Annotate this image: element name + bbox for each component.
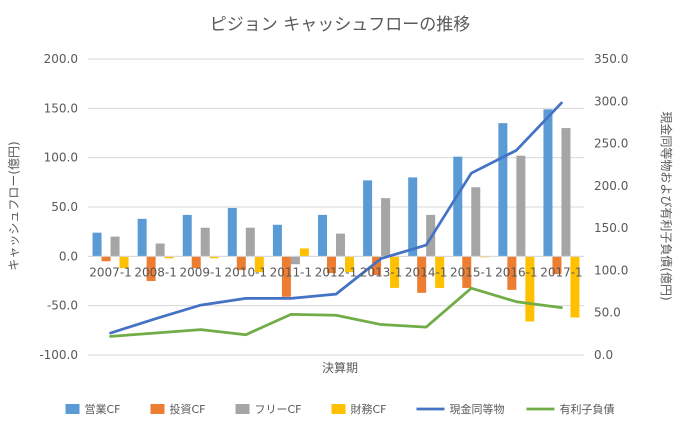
bar-投資CF-2009-1 xyxy=(191,256,201,269)
legend-item-有利子負債: 有利子負債 xyxy=(526,402,615,416)
y-tick-label: 200.0 xyxy=(44,52,78,66)
x-tick-label: 2009-1 xyxy=(179,265,222,279)
y2-tick-label: 100.0 xyxy=(594,263,628,277)
bar-営業CF-2009-1 xyxy=(182,214,192,257)
y-tick-label: 100.0 xyxy=(44,151,78,165)
bar-投資CF-2016-1 xyxy=(507,256,517,290)
legend-label: 有利子負債 xyxy=(560,402,615,416)
bar-営業CF-2014-1 xyxy=(408,177,418,257)
y2-tick-label: 200.0 xyxy=(594,179,628,193)
bar-営業CF-2017-1 xyxy=(543,109,553,257)
legend-swatch xyxy=(150,404,165,414)
bar-投資CF-2008-1 xyxy=(146,256,156,281)
bar-フリーCF-2017-1 xyxy=(561,128,571,257)
legend-swatch xyxy=(65,404,80,414)
bar-財務CF-2012-1 xyxy=(345,256,354,273)
y-tick-label: 0.0 xyxy=(59,249,78,263)
bar-フリーCF-2007-1 xyxy=(110,236,120,257)
x-axis-ticks: 2007-1 2008-1 2009-1 2010-1 2011-1 2012-1 2013… xyxy=(89,265,582,279)
x-axis-title: 決算期 xyxy=(322,360,358,375)
legend-item-現金同等物: 現金同等物 xyxy=(416,402,505,416)
x-tick-label: 2014-1 xyxy=(405,265,448,279)
y2-tick-label: 150.0 xyxy=(594,221,628,235)
x-tick-label: 2012-1 xyxy=(315,265,358,279)
bar-財務CF-2008-1 xyxy=(164,256,174,259)
lines xyxy=(109,101,563,338)
bar-財務CF-2011-1 xyxy=(299,248,309,257)
legend: 営業CF 投資CF フリーCF 財務CF 現金同等物 有利子負債 xyxy=(65,402,615,416)
y-tick-label: -100.0 xyxy=(39,348,78,362)
bar-投資CF-2015-1 xyxy=(462,256,472,288)
x-tick-label: 2007-1 xyxy=(89,265,132,279)
bar-投資CF-2007-1 xyxy=(101,256,111,262)
bar-フリーCF-2013-1 xyxy=(381,198,391,257)
gridlines xyxy=(88,58,584,356)
line-有利子負債 xyxy=(109,286,563,338)
legend-item-フリーCF: フリーCF xyxy=(235,403,302,416)
bar-投資CF-2014-1 xyxy=(417,256,427,293)
legend-item-投資CF: 投資CF xyxy=(150,402,206,416)
bar-投資CF-2010-1 xyxy=(236,256,246,271)
y-axis-ticks: 200.0 150.0 100.0 50.0 0.0 -50.0 -100.0 xyxy=(39,52,78,362)
bar-財務CF-2009-1 xyxy=(209,256,219,259)
bar-営業CF-2016-1 xyxy=(498,123,508,257)
y2-axis-title: 現金同等物および有利子負債(億円) xyxy=(659,111,674,300)
x-tick-label: 2011-1 xyxy=(270,265,313,279)
y2-axis-ticks: 350.0 300.0 250.0 200.0 150.0 100.0 50.0 0.0 xyxy=(594,52,628,362)
line-現金同等物 xyxy=(109,101,563,335)
y2-tick-label: 250.0 xyxy=(594,137,628,151)
bar-投資CF-2013-1 xyxy=(372,256,382,276)
x-tick-label: 2013-1 xyxy=(360,265,403,279)
legend-label: 投資CF xyxy=(170,402,206,416)
bar-フリーCF-2011-1 xyxy=(290,256,300,265)
legend-label: 営業CF xyxy=(85,402,121,416)
y-tick-label: 150.0 xyxy=(44,101,78,115)
legend-label: 財務CF xyxy=(351,402,387,416)
x-tick-label: 2008-1 xyxy=(134,265,177,279)
bar-フリーCF-2012-1 xyxy=(336,233,345,257)
legend-item-営業CF: 営業CF xyxy=(65,402,121,416)
bar-財務CF-2010-1 xyxy=(254,256,264,273)
bar-フリーCF-2015-1 xyxy=(471,187,481,257)
y-tick-label: -50.0 xyxy=(47,299,78,313)
y2-tick-label: 50.0 xyxy=(594,306,621,320)
bar-営業CF-2011-1 xyxy=(272,224,282,257)
legend-label: フリーCF xyxy=(255,403,302,416)
x-tick-label: 2017-1 xyxy=(540,265,583,279)
legend-swatch xyxy=(235,404,250,414)
bars xyxy=(92,109,580,322)
y-tick-label: 50.0 xyxy=(51,200,78,214)
bar-投資CF-2011-1 xyxy=(281,256,291,297)
bar-営業CF-2008-1 xyxy=(137,218,147,257)
bar-営業CF-2015-1 xyxy=(453,156,463,257)
legend-item-財務CF: 財務CF xyxy=(331,402,387,416)
bar-フリーCF-2010-1 xyxy=(245,227,255,257)
x-tick-label: 2010-1 xyxy=(225,265,268,279)
y2-tick-label: 350.0 xyxy=(594,52,628,66)
x-tick-label: 2016-1 xyxy=(495,265,538,279)
bar-営業CF-2007-1 xyxy=(92,232,102,257)
legend-label: 現金同等物 xyxy=(450,402,505,416)
x-tick-label: 2015-1 xyxy=(450,265,493,279)
chart-title: ピジョン キャッシュフローの推移 xyxy=(210,15,470,35)
bar-フリーCF-2008-1 xyxy=(155,243,165,257)
bar-財務CF-2016-1 xyxy=(525,256,535,322)
bar-財務CF-2014-1 xyxy=(435,256,445,288)
bar-営業CF-2013-1 xyxy=(363,180,373,257)
bar-財務CF-2017-1 xyxy=(570,256,580,318)
bar-営業CF-2012-1 xyxy=(318,214,327,257)
y-axis-title: キャッシュフロー(億円) xyxy=(7,141,21,270)
legend-swatch xyxy=(331,404,346,414)
bar-投資CF-2012-1 xyxy=(327,256,336,274)
bar-フリーCF-2009-1 xyxy=(200,227,210,257)
bar-財務CF-2013-1 xyxy=(390,256,400,288)
bar-フリーCF-2016-1 xyxy=(516,155,526,257)
bar-財務CF-2007-1 xyxy=(119,256,129,269)
bar-営業CF-2010-1 xyxy=(227,207,237,257)
y2-tick-label: 0.0 xyxy=(594,348,613,362)
y2-tick-label: 300.0 xyxy=(594,94,628,108)
bar-投資CF-2017-1 xyxy=(552,256,562,275)
